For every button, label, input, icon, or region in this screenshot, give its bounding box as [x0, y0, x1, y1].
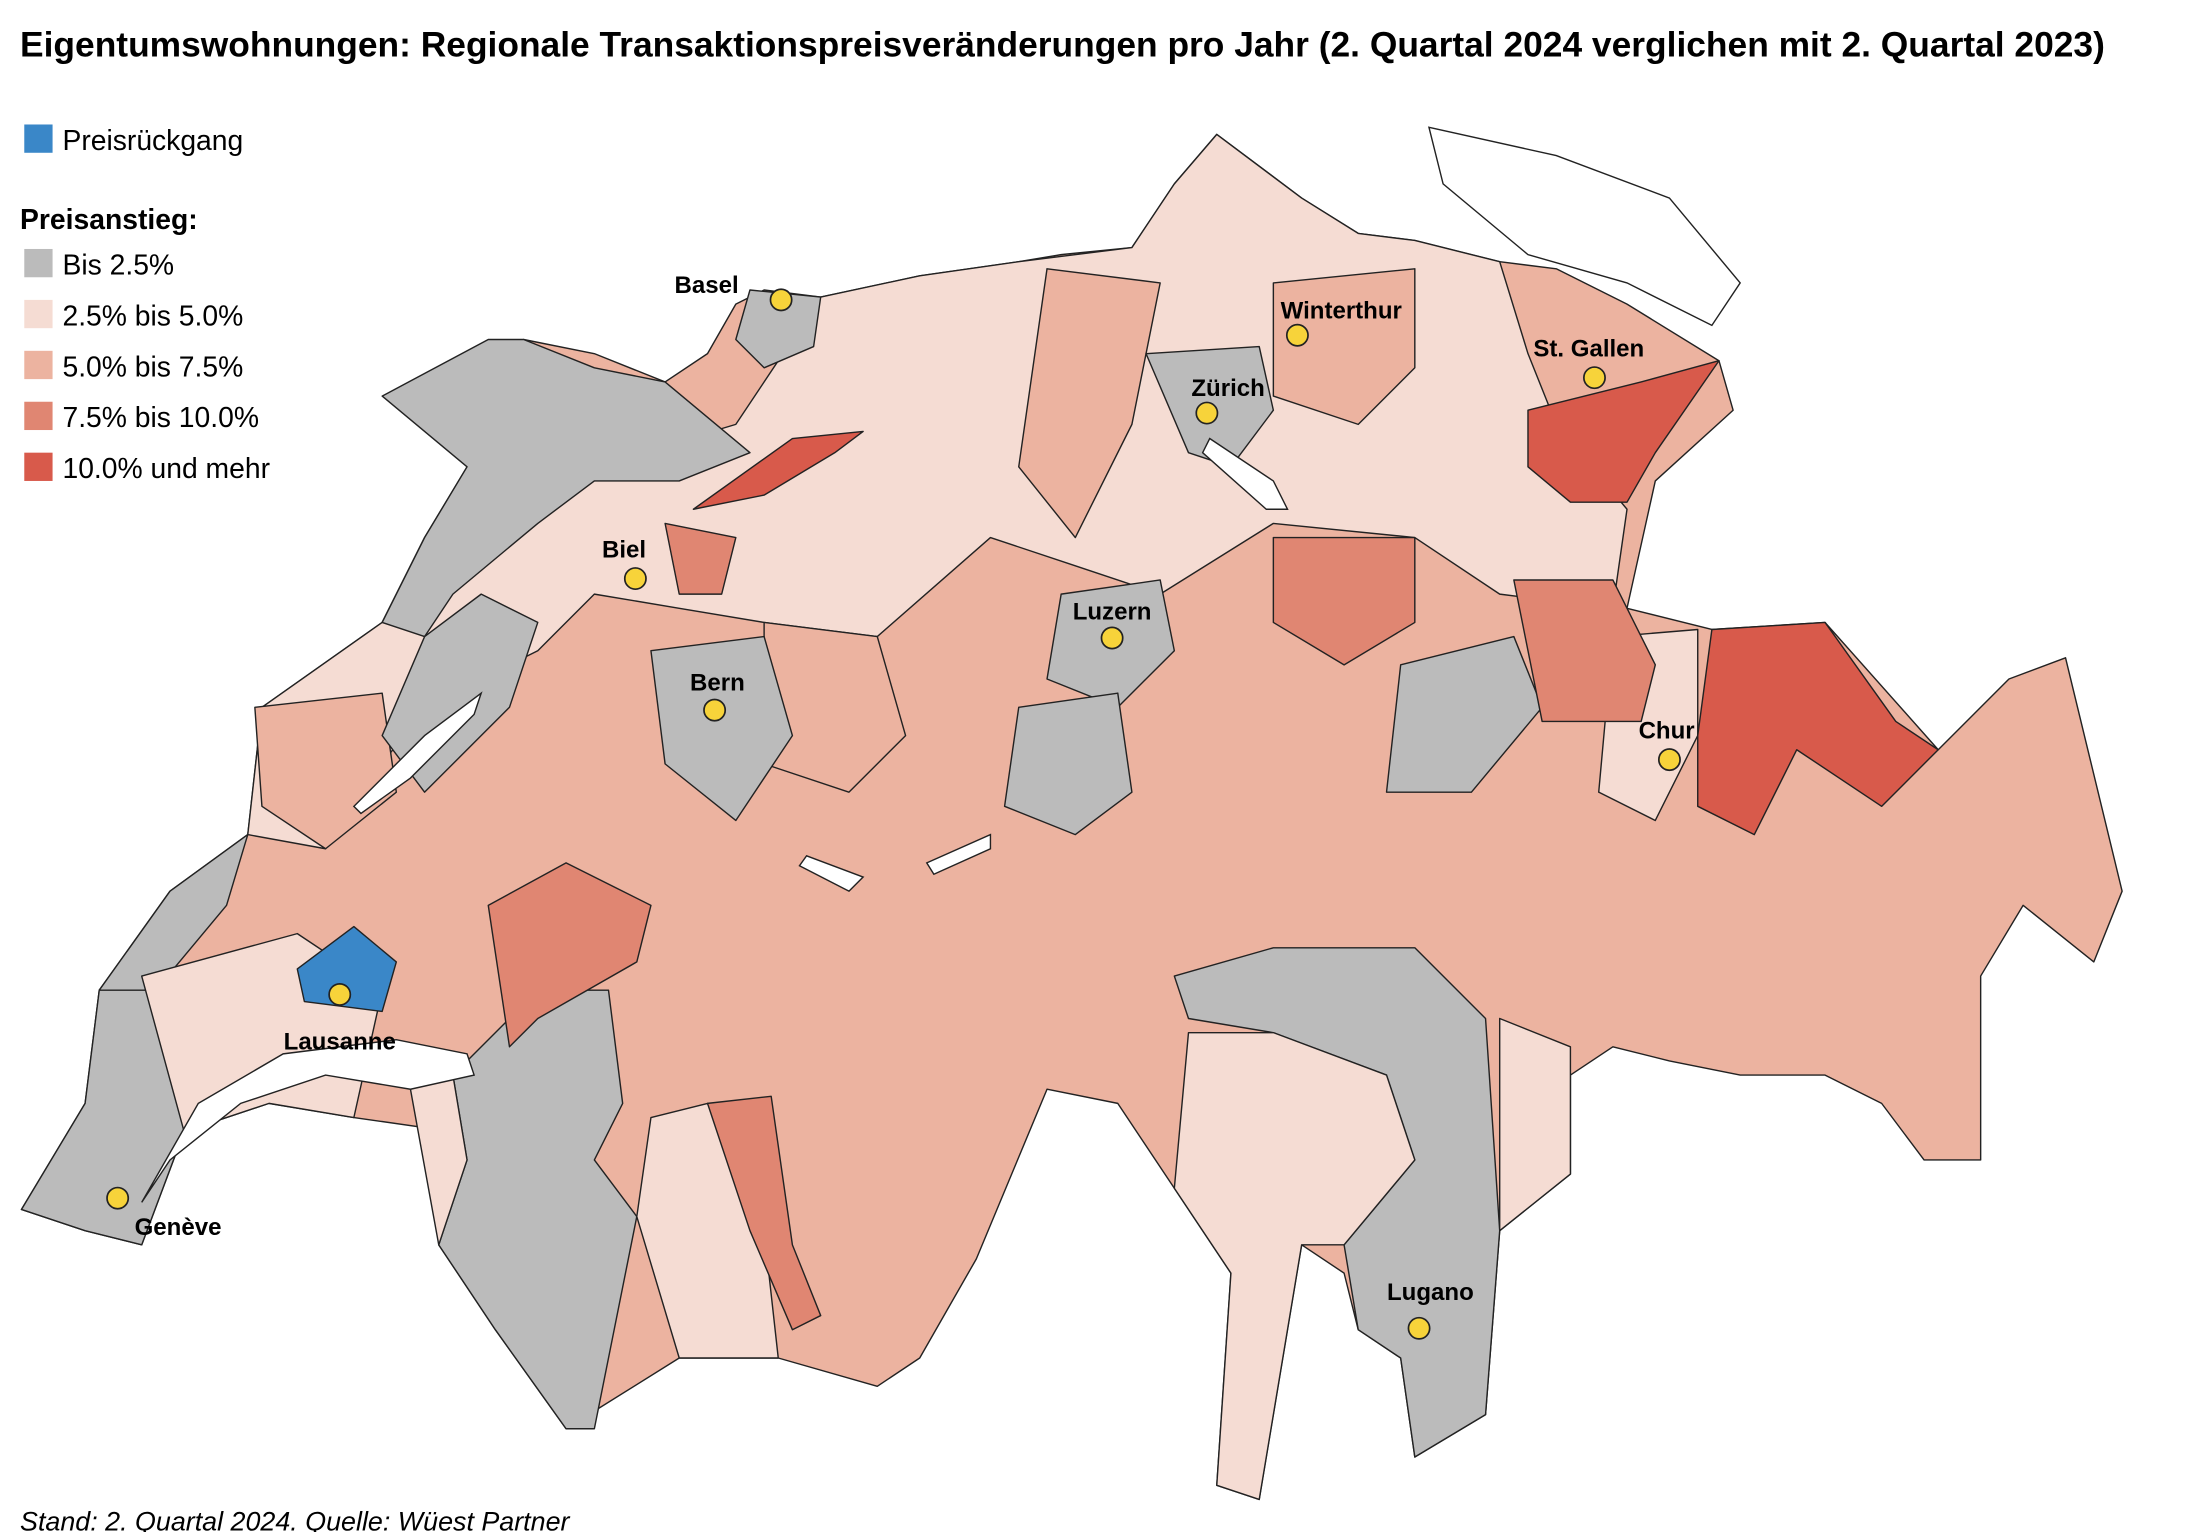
city-label: Lausanne — [284, 1029, 396, 1056]
legend-heading: Preisanstieg: — [20, 203, 198, 235]
legend-label: 5.0% bis 7.5% — [62, 350, 243, 382]
region — [381, 338, 751, 638]
legend-swatch — [24, 124, 53, 153]
legend-label: 10.0% und mehr — [62, 452, 270, 484]
region — [296, 925, 398, 1013]
legend-label: Preisrückgang — [62, 124, 243, 156]
city-label: Biel — [602, 536, 646, 563]
city-label: Lugano — [1387, 1279, 1474, 1306]
source-note: Stand: 2. Quartal 2024. Quelle: Wüest Pa… — [20, 1507, 570, 1532]
region — [1697, 621, 1939, 836]
legend-swatch — [24, 350, 53, 380]
region — [664, 522, 737, 595]
city-dot — [1195, 401, 1219, 425]
legend-label: 7.5% bis 10.0% — [62, 401, 259, 433]
region — [692, 430, 864, 510]
city-label: Winterthur — [1281, 297, 1402, 324]
lake — [141, 1039, 476, 1203]
cities: Basel Winterthur St. Gallen Zürich Biel Luzer… — [106, 272, 1695, 1340]
region — [98, 833, 249, 991]
legend: Preisrückgang Preisanstieg: Bis 2.5% 2.5%… — [20, 124, 270, 484]
city-label: Zürich — [1191, 375, 1264, 402]
city-dot — [1657, 748, 1681, 772]
region — [1272, 536, 1416, 666]
legend-swatch — [24, 452, 53, 481]
city-dot — [1100, 626, 1124, 650]
city-dot — [623, 567, 647, 591]
city-dot — [106, 1186, 130, 1210]
region — [706, 1095, 822, 1331]
legend-swatch — [24, 299, 53, 329]
city-dot — [1407, 1316, 1431, 1340]
region — [1498, 1017, 1572, 1232]
city-label: Luzern — [1073, 599, 1152, 626]
legend-swatch — [24, 401, 53, 431]
city-label: Chur — [1639, 717, 1695, 744]
region — [1527, 360, 1720, 503]
region — [487, 862, 652, 1048]
legend-label: 2.5% bis 5.0% — [62, 299, 243, 331]
lake — [1201, 437, 1289, 510]
lake — [925, 833, 992, 876]
legend-label: Bis 2.5% — [62, 248, 174, 280]
region — [1513, 579, 1657, 723]
city-dot — [1285, 323, 1309, 347]
city-dot — [769, 288, 793, 312]
legend-classes: Bis 2.5% 2.5% bis 5.0% 5.0% bis 7.5% 7.5% b… — [24, 248, 270, 484]
title: Eigentumswohnungen: Regionale Transaktio… — [20, 26, 2105, 65]
region — [1173, 1031, 1416, 1501]
city-dot — [703, 698, 727, 722]
lake — [352, 691, 483, 815]
region — [20, 989, 185, 1246]
region — [650, 635, 794, 822]
region — [1272, 268, 1416, 426]
city-dot — [1583, 366, 1606, 390]
map — [20, 126, 2123, 1501]
lake — [798, 854, 865, 893]
region — [1018, 268, 1161, 539]
city-label: Bern — [690, 669, 745, 696]
region — [1385, 635, 1543, 793]
city-dot — [328, 982, 352, 1006]
region — [1003, 692, 1133, 836]
region — [735, 289, 822, 369]
city-label: Genève — [135, 1214, 222, 1241]
legend-swatch — [24, 248, 53, 278]
city-label: Basel — [675, 272, 739, 299]
lake-constance — [1428, 126, 1742, 327]
city-label: St. Gallen — [1533, 335, 1644, 362]
